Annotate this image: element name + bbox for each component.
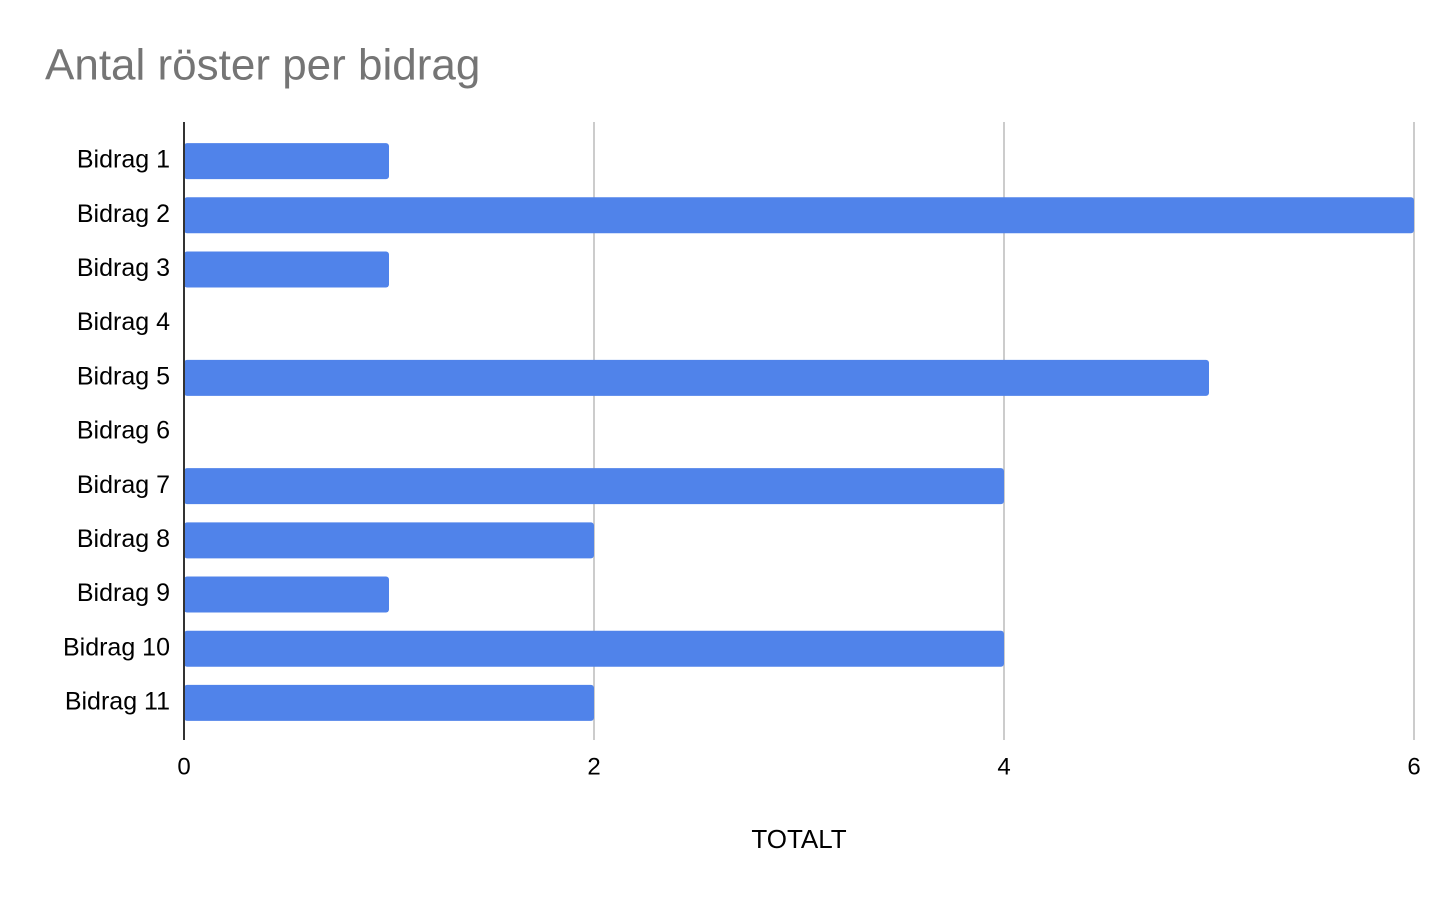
bar: [184, 197, 1414, 234]
y-tick-label: Bidrag 3: [77, 254, 170, 282]
y-tick-label: Bidrag 9: [77, 579, 170, 607]
bar: [184, 684, 594, 721]
y-tick-label: Bidrag 2: [77, 200, 170, 228]
x-tick-label: 6: [1407, 753, 1420, 780]
y-tick-label: Bidrag 10: [63, 633, 170, 661]
bar: [184, 359, 1209, 396]
y-tick-label: Bidrag 1: [77, 146, 170, 174]
bar: [184, 630, 1004, 667]
x-tick-label: 0: [177, 753, 190, 780]
y-tick-label: Bidrag 5: [77, 362, 170, 390]
chart-title: Antal röster per bidrag: [45, 41, 480, 90]
x-tick-label: 2: [587, 753, 600, 780]
y-tick-label: Bidrag 4: [77, 308, 170, 336]
bar: [184, 576, 389, 613]
bar: [184, 143, 389, 180]
x-axis-title: TOTALT: [751, 824, 846, 854]
bar: [184, 468, 1004, 505]
bar: [184, 251, 389, 288]
y-tick-label: Bidrag 7: [77, 471, 170, 499]
x-tick-label: 4: [997, 753, 1010, 780]
y-tick-label: Bidrag 11: [65, 688, 170, 716]
y-tick-label: Bidrag 8: [77, 525, 170, 553]
y-tick-label: Bidrag 6: [77, 417, 170, 445]
bar: [184, 522, 594, 559]
